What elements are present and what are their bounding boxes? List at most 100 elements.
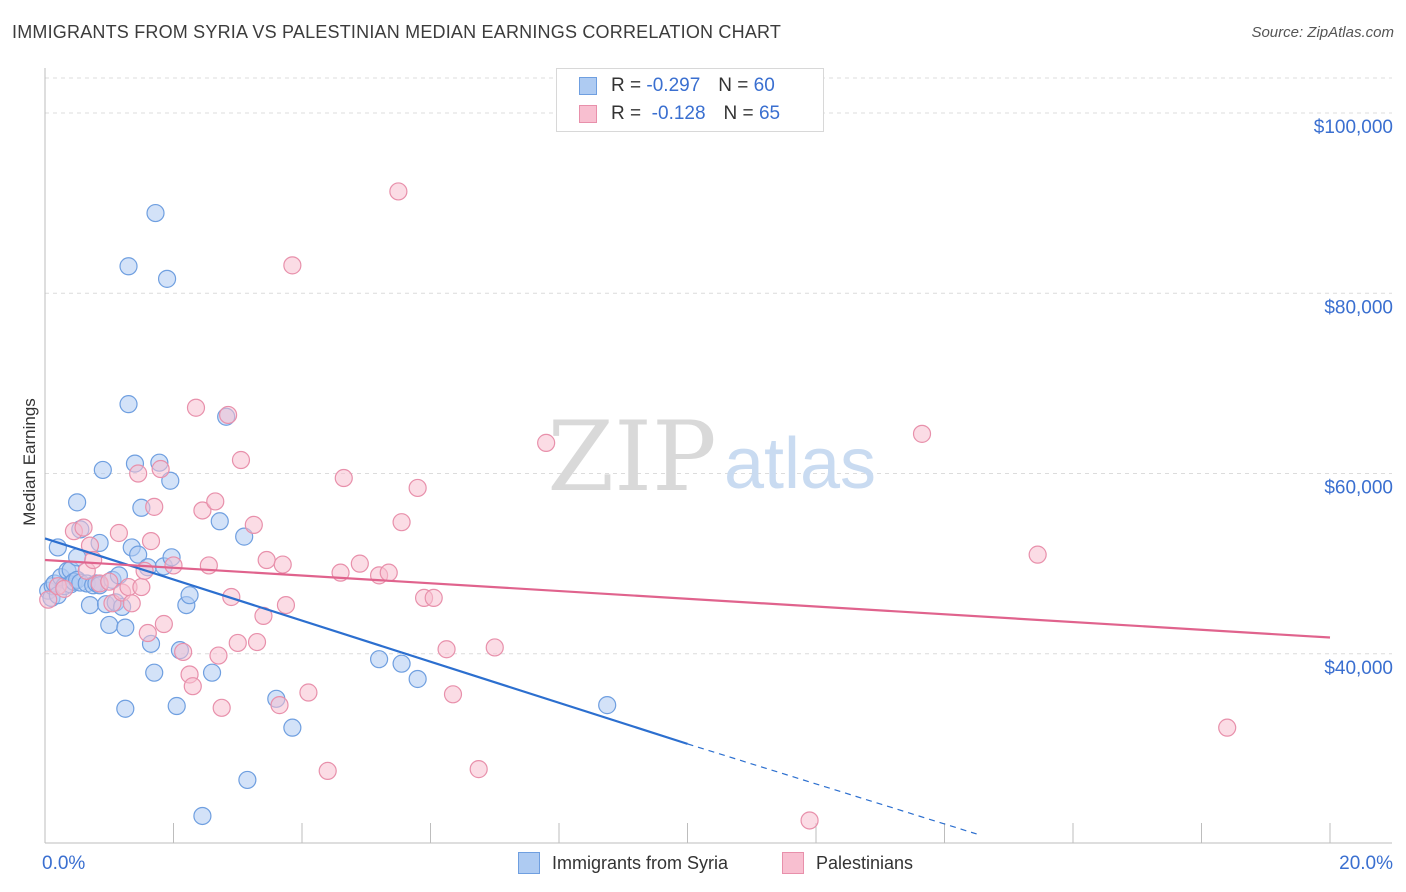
syria-point: [157, 269, 177, 288]
syria-point: [129, 545, 148, 564]
palestinian-point: [141, 532, 161, 551]
series-syria-points: [39, 203, 617, 826]
syria-point: [93, 460, 112, 480]
palestinian-point: [334, 468, 353, 488]
legend-swatch-syria: [579, 77, 597, 95]
trend-line-palestinians: [44, 558, 1331, 639]
watermark-zip: ZIP: [547, 401, 716, 513]
palestinian-point: [244, 515, 263, 534]
palestinian-point: [231, 450, 251, 470]
y-tick-label: $60,000: [1324, 478, 1393, 499]
trend-line-syria-extension: [687, 743, 977, 835]
palestinian-point: [151, 459, 170, 479]
watermark-atlas: atlas: [724, 424, 876, 504]
tick-labels: $40,000 $60,000 $80,000 $100,000 0.0% 20.0%: [42, 117, 1393, 874]
source-label: Source: ZipAtlas.com: [1251, 24, 1394, 41]
syria-point: [119, 257, 138, 276]
palestinian-point: [209, 646, 228, 665]
syria-point: [100, 615, 119, 635]
legend-swatch-palestinians: [782, 852, 804, 874]
palestinian-point: [389, 182, 408, 201]
palestinian-point: [283, 256, 302, 275]
palestinian-point: [469, 760, 488, 779]
syria-point: [80, 595, 100, 615]
trend-lines: [44, 537, 1331, 835]
palestinian-point: [39, 590, 58, 609]
palestinian-point: [219, 405, 238, 425]
palestinian-point: [1218, 718, 1237, 737]
palestinian-point: [74, 518, 93, 537]
syria-point: [370, 650, 389, 669]
palestinian-point: [100, 572, 119, 591]
watermark: ZIP atlas: [547, 401, 876, 513]
axes: [44, 68, 1392, 844]
palestinian-point: [154, 614, 173, 634]
legend-item-palestinians[interactable]: Palestinians: [782, 852, 913, 874]
correlation-legend: R = -0.297 N = 60 R = -0.128 N = 65: [556, 68, 824, 132]
palestinian-point: [424, 588, 443, 607]
palestinian-point: [350, 554, 369, 573]
palestinian-point: [183, 677, 202, 696]
palestinian-point: [443, 685, 463, 704]
palestinian-point: [247, 632, 267, 652]
palestinian-point: [257, 550, 276, 570]
legend-label-palestinians: Palestinians: [816, 852, 914, 873]
syria-point: [116, 699, 135, 718]
syria-point: [235, 527, 254, 546]
legend-row-palestinians: R = -0.128 N = 65: [579, 101, 780, 127]
y-tick-label: $40,000: [1324, 658, 1393, 679]
palestinian-point: [206, 492, 225, 511]
palestinian-point: [273, 555, 292, 574]
syria-point: [238, 770, 257, 790]
palestinian-point: [122, 594, 141, 613]
syria-point: [119, 395, 138, 414]
palestinian-point: [138, 623, 157, 643]
palestinian-point: [212, 698, 231, 717]
syria-point: [161, 471, 180, 490]
palestinian-point: [132, 577, 151, 597]
syria-point: [202, 663, 222, 682]
syria-point: [146, 203, 165, 223]
palestinian-point: [408, 478, 427, 498]
chart-title: IMMIGRANTS FROM SYRIA VS PALESTINIAN MED…: [12, 22, 782, 42]
palestinian-point: [392, 513, 411, 532]
syria-point: [180, 586, 199, 605]
palestinian-point: [55, 579, 74, 598]
syria-point: [167, 696, 186, 716]
palestinian-point: [1028, 545, 1047, 564]
syria-point: [68, 493, 87, 512]
palestinian-point: [164, 556, 183, 575]
palestinian-point: [437, 640, 456, 659]
legend-item-syria[interactable]: Immigrants from Syria: [518, 852, 728, 874]
y-tick-label: $80,000: [1324, 297, 1393, 318]
palestinian-point: [228, 633, 247, 653]
syria-point: [392, 654, 411, 673]
palestinian-point: [129, 464, 148, 483]
legend-n-label: N =: [718, 75, 749, 96]
syria-point: [116, 618, 135, 637]
y-tick-label: $100,000: [1314, 117, 1393, 138]
syria-point: [598, 696, 617, 715]
legend-r-label: R =: [611, 75, 642, 96]
series-palestinian-points: [39, 182, 1237, 830]
palestinian-point: [193, 501, 212, 520]
legend-r-label: R =: [611, 103, 642, 124]
legend-n-value: 60: [753, 75, 775, 96]
legend-row-syria: R = -0.297 N = 60: [579, 73, 775, 99]
palestinian-point: [109, 523, 128, 543]
legend-r-value: -0.297: [646, 75, 701, 96]
x-tick-label: 20.0%: [1339, 853, 1393, 874]
palestinian-point: [186, 398, 206, 417]
palestinian-point: [299, 683, 318, 702]
x-tick-label: 0.0%: [42, 853, 85, 874]
palestinian-point: [379, 563, 398, 582]
palestinian-point: [174, 642, 193, 662]
palestinian-point: [485, 638, 504, 657]
palestinian-point: [270, 696, 289, 715]
palestinian-point: [537, 433, 556, 452]
palestinian-point: [145, 497, 164, 516]
palestinian-point: [318, 761, 337, 781]
legend-r-value: -0.128: [651, 103, 706, 124]
palestinian-point: [276, 595, 296, 615]
trend-line-syria: [44, 537, 688, 745]
